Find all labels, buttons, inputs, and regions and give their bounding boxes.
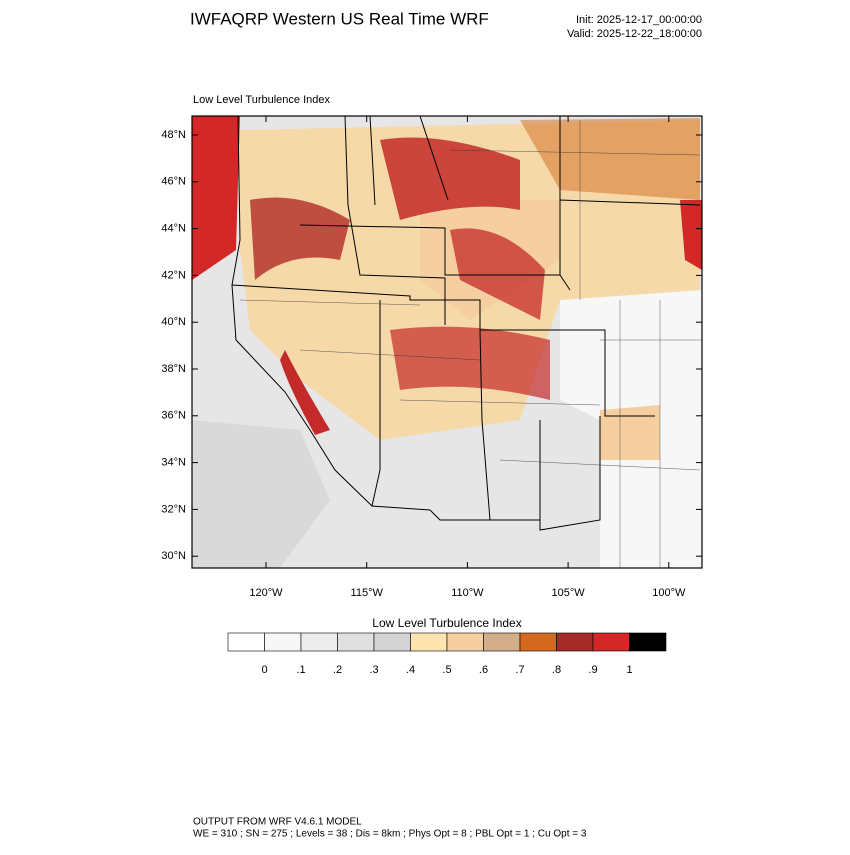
colorbar: 0 .1 .2 .3 .4 .5 .6 .7 .8 .9 1 <box>227 632 667 676</box>
colorbar-title: Low Level Turbulence Index <box>372 616 521 630</box>
colorbar-label: .8 <box>552 664 561 676</box>
lat-label: 34°N <box>161 457 186 469</box>
map-frame <box>191 115 703 569</box>
colorbar-label: .5 <box>442 664 451 676</box>
lat-label: 46°N <box>161 176 186 188</box>
title: IWFAQRP Western US Real Time WRF <box>190 9 489 28</box>
lat-label: 38°N <box>161 363 186 375</box>
colorbar-box <box>519 632 557 652</box>
lat-label: 36°N <box>161 410 186 422</box>
colorbar-label: .4 <box>406 664 415 676</box>
lat-label: 40°N <box>161 316 186 328</box>
lat-label: 48°N <box>161 129 186 141</box>
init-time: Init: 2025-12-17_00:00:00 <box>576 14 702 26</box>
valid-time: Valid: 2025-12-22_18:00:00 <box>567 28 702 40</box>
colorbar-box <box>300 632 338 652</box>
colorbar-label: .7 <box>515 664 524 676</box>
colorbar-label: .3 <box>369 664 378 676</box>
colorbar-box <box>410 632 448 652</box>
colorbar-label: .2 <box>333 664 342 676</box>
lat-label: 32°N <box>161 503 186 515</box>
lon-label: 115°W <box>351 587 384 599</box>
colorbar-label: .1 <box>296 664 305 676</box>
colorbar-label: 0 <box>261 664 267 676</box>
colorbar-label: .9 <box>588 664 597 676</box>
lat-label: 30°N <box>161 550 186 562</box>
lon-label: 110°W <box>451 587 484 599</box>
lon-label: 100°W <box>652 587 686 599</box>
map-field <box>192 115 702 568</box>
axis-labels: 48°N 46°N 44°N 42°N 40°N 38°N 36°N 34°N 32°N 30°N… <box>161 116 702 599</box>
footer-line: OUTPUT FROM WRF V4.6.1 MODEL <box>193 817 362 828</box>
map-subtitle: Low Level Turbulence Index <box>193 94 330 106</box>
colorbar-label: 1 <box>626 664 632 676</box>
colorbar-box <box>264 632 302 652</box>
colorbar-box <box>556 632 594 652</box>
colorbar-box <box>592 632 630 652</box>
footer-line: WE = 310 ; SN = 275 ; Levels = 38 ; Dis … <box>193 829 587 840</box>
colorbar-box <box>483 632 521 652</box>
colorbar-box <box>227 632 265 652</box>
colorbar-box <box>337 632 375 652</box>
lat-label: 42°N <box>161 269 186 281</box>
colorbar-box <box>446 632 484 652</box>
lon-label: 120°W <box>249 587 283 599</box>
colorbar-label: .6 <box>479 664 488 676</box>
lon-label: 105°W <box>552 587 586 599</box>
colorbar-box <box>373 632 411 652</box>
colorbar-box <box>629 632 667 652</box>
lat-label: 44°N <box>161 223 186 235</box>
